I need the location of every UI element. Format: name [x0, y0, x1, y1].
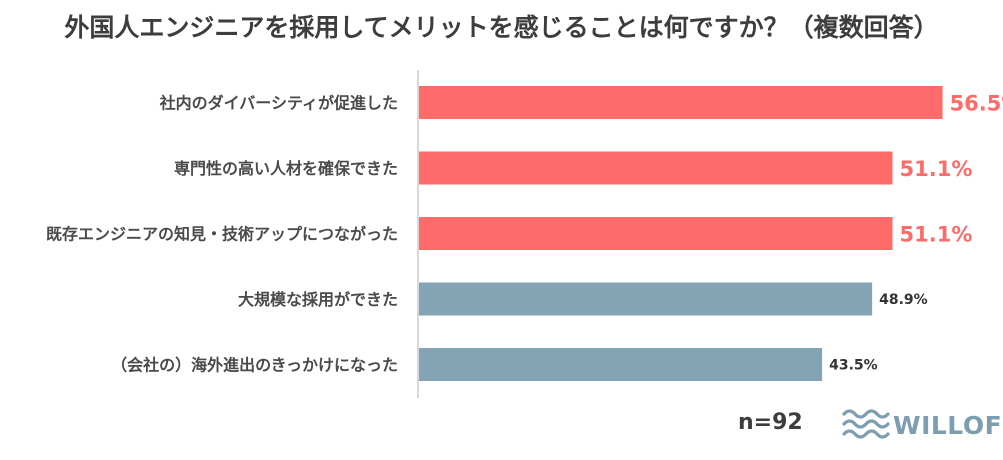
- sample-size: n=92: [738, 410, 803, 435]
- logo-text: WILLOF: [893, 411, 1003, 440]
- category-label: 既存エンジニアの知見・技術アップにつながった: [46, 225, 398, 244]
- willof-logo: WILLOF: [841, 405, 1002, 445]
- value-label: 56.5%: [950, 92, 1003, 116]
- bar: [419, 217, 893, 250]
- category-label: 専門性の高い人材を確保できた: [174, 159, 398, 178]
- value-label: 51.1%: [900, 223, 973, 247]
- bar: [419, 86, 943, 119]
- bar: [419, 348, 823, 381]
- value-label: 43.5%: [829, 358, 878, 374]
- bar: [419, 282, 873, 316]
- chart-title: 外国人エンジニアを採用してメリットを感じることは何ですか？（複数回答）: [64, 13, 939, 42]
- category-label: 大規模な採用ができた: [238, 290, 398, 309]
- value-label: 48.9%: [879, 292, 928, 308]
- category-label: 社内のダイバーシティが促進した: [159, 94, 398, 113]
- value-label: 51.1%: [900, 157, 973, 181]
- category-label: （会社の）海外進出のきっかけになった: [111, 356, 398, 375]
- bar: [419, 151, 893, 185]
- waves-icon: [842, 409, 890, 439]
